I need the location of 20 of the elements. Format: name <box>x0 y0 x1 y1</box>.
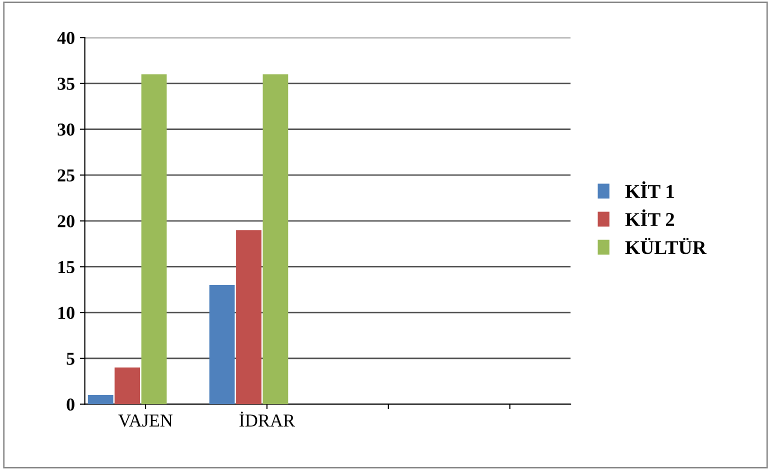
bar <box>209 285 235 404</box>
x-tick-label: VAJEN <box>118 414 173 427</box>
y-tick-label: 15 <box>58 261 74 274</box>
bar <box>141 74 167 404</box>
y-tick-label: 5 <box>66 352 74 365</box>
y-tick-label: 10 <box>58 306 74 319</box>
legend-label: KİT 2 <box>625 209 674 226</box>
legend-label: KİT 1 <box>625 181 674 198</box>
bar <box>236 230 262 404</box>
x-tick-label: İDRAR <box>240 412 296 426</box>
y-tick-label: 30 <box>58 124 74 136</box>
y-tick-label: 35 <box>58 78 74 90</box>
bar <box>114 368 140 404</box>
y-tick-label: 25 <box>58 169 74 182</box>
bar <box>88 395 114 404</box>
y-tick-label: 40 <box>57 32 74 44</box>
bar <box>262 74 288 404</box>
legend-label: KÜLTÜR <box>625 238 707 254</box>
y-tick-label: 20 <box>58 215 74 228</box>
y-tick-label: 0 <box>66 398 74 411</box>
